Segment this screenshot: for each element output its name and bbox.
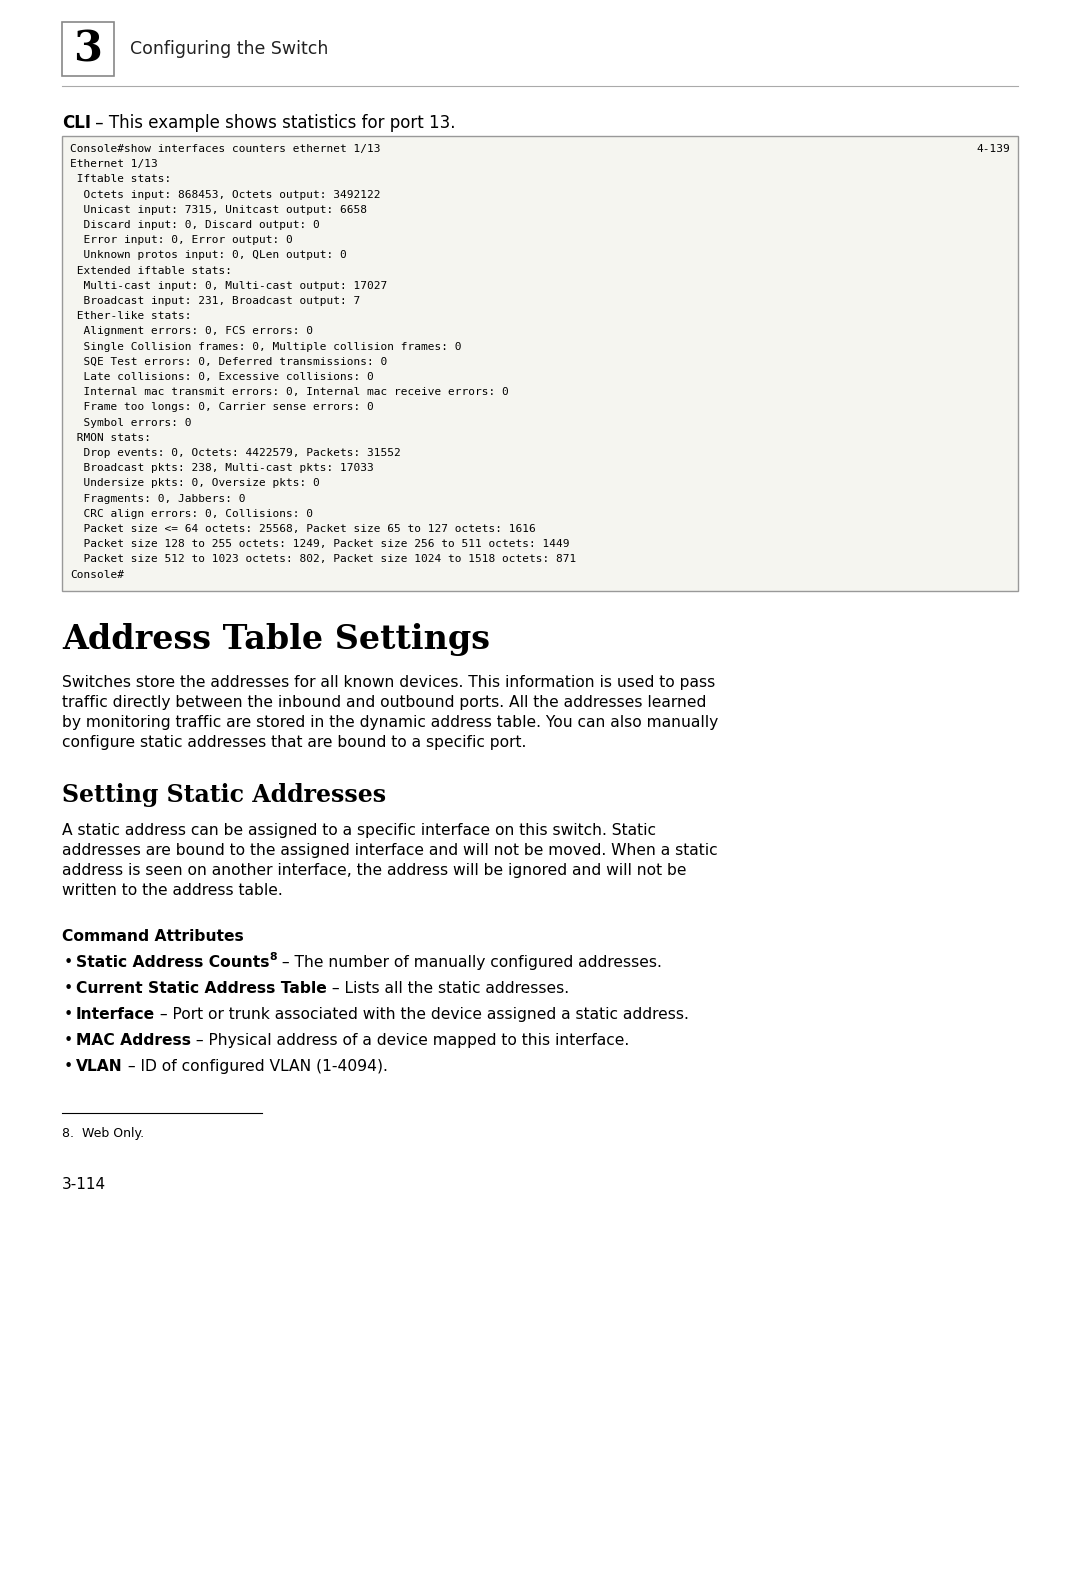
Text: 8: 8 bbox=[270, 951, 276, 962]
Text: Ether-like stats:: Ether-like stats: bbox=[70, 311, 191, 322]
Text: Alignment errors: 0, FCS errors: 0: Alignment errors: 0, FCS errors: 0 bbox=[70, 327, 313, 336]
Text: Frame too longs: 0, Carrier sense errors: 0: Frame too longs: 0, Carrier sense errors… bbox=[70, 402, 374, 413]
Text: Fragments: 0, Jabbers: 0: Fragments: 0, Jabbers: 0 bbox=[70, 493, 245, 504]
Text: Error input: 0, Error output: 0: Error input: 0, Error output: 0 bbox=[70, 236, 293, 245]
Text: Unicast input: 7315, Unitcast output: 6658: Unicast input: 7315, Unitcast output: 66… bbox=[70, 204, 367, 215]
Text: traffic directly between the inbound and outbound ports. All the addresses learn: traffic directly between the inbound and… bbox=[62, 696, 706, 710]
Text: written to the address table.: written to the address table. bbox=[62, 882, 283, 898]
Text: RMON stats:: RMON stats: bbox=[70, 433, 151, 443]
Text: Current Static Address Table: Current Static Address Table bbox=[76, 981, 327, 995]
Text: Packet size 512 to 1023 octets: 802, Packet size 1024 to 1518 octets: 871: Packet size 512 to 1023 octets: 802, Pac… bbox=[70, 554, 577, 564]
Text: Setting Static Addresses: Setting Static Addresses bbox=[62, 783, 387, 807]
Text: – This example shows statistics for port 13.: – This example shows statistics for port… bbox=[90, 115, 456, 132]
Text: •: • bbox=[64, 1006, 73, 1022]
Text: Multi-cast input: 0, Multi-cast output: 17027: Multi-cast input: 0, Multi-cast output: … bbox=[70, 281, 388, 290]
Text: Console#: Console# bbox=[70, 570, 124, 579]
Text: MAC Address: MAC Address bbox=[76, 1033, 191, 1047]
Text: – Physical address of a device mapped to this interface.: – Physical address of a device mapped to… bbox=[191, 1033, 630, 1047]
Text: Packet size 128 to 255 octets: 1249, Packet size 256 to 511 octets: 1449: Packet size 128 to 255 octets: 1249, Pac… bbox=[70, 539, 569, 549]
Text: addresses are bound to the assigned interface and will not be moved. When a stat: addresses are bound to the assigned inte… bbox=[62, 843, 717, 857]
Text: A static address can be assigned to a specific interface on this switch. Static: A static address can be assigned to a sp… bbox=[62, 823, 656, 838]
Text: Single Collision frames: 0, Multiple collision frames: 0: Single Collision frames: 0, Multiple col… bbox=[70, 342, 461, 352]
Text: 8.  Web Only.: 8. Web Only. bbox=[62, 1127, 144, 1140]
Text: – Port or trunk associated with the device assigned a static address.: – Port or trunk associated with the devi… bbox=[156, 1006, 689, 1022]
Text: Broadcast input: 231, Broadcast output: 7: Broadcast input: 231, Broadcast output: … bbox=[70, 297, 361, 306]
Text: Octets input: 868453, Octets output: 3492122: Octets input: 868453, Octets output: 349… bbox=[70, 190, 380, 199]
Text: – ID of configured VLAN (1-4094).: – ID of configured VLAN (1-4094). bbox=[123, 1058, 388, 1074]
Text: Configuring the Switch: Configuring the Switch bbox=[130, 39, 328, 58]
Text: Address Table Settings: Address Table Settings bbox=[62, 623, 490, 656]
Text: Broadcast pkts: 238, Multi-cast pkts: 17033: Broadcast pkts: 238, Multi-cast pkts: 17… bbox=[70, 463, 374, 473]
Text: Switches store the addresses for all known devices. This information is used to : Switches store the addresses for all kno… bbox=[62, 675, 715, 689]
Text: address is seen on another interface, the address will be ignored and will not b: address is seen on another interface, th… bbox=[62, 864, 687, 878]
Text: Iftable stats:: Iftable stats: bbox=[70, 174, 172, 184]
Text: Symbol errors: 0: Symbol errors: 0 bbox=[70, 418, 191, 427]
Text: CLI: CLI bbox=[62, 115, 91, 132]
Text: 3: 3 bbox=[73, 28, 103, 71]
Text: Interface: Interface bbox=[76, 1006, 156, 1022]
Text: by monitoring traffic are stored in the dynamic address table. You can also manu: by monitoring traffic are stored in the … bbox=[62, 714, 718, 730]
Text: VLAN: VLAN bbox=[76, 1058, 123, 1074]
Text: 4-139: 4-139 bbox=[976, 144, 1010, 154]
Text: – The number of manually configured addresses.: – The number of manually configured addr… bbox=[276, 955, 662, 970]
Text: •: • bbox=[64, 1058, 73, 1074]
Text: Command Attributes: Command Attributes bbox=[62, 929, 244, 944]
Text: CRC align errors: 0, Collisions: 0: CRC align errors: 0, Collisions: 0 bbox=[70, 509, 313, 518]
Text: – Lists all the static addresses.: – Lists all the static addresses. bbox=[327, 981, 569, 995]
Text: Ethernet 1/13: Ethernet 1/13 bbox=[70, 159, 158, 170]
Text: SQE Test errors: 0, Deferred transmissions: 0: SQE Test errors: 0, Deferred transmissio… bbox=[70, 356, 388, 367]
Text: Static Address Counts: Static Address Counts bbox=[76, 955, 270, 970]
Text: Packet size <= 64 octets: 25568, Packet size 65 to 127 octets: 1616: Packet size <= 64 octets: 25568, Packet … bbox=[70, 524, 536, 534]
Text: •: • bbox=[64, 1033, 73, 1047]
Bar bbox=[62, 137, 1018, 590]
Text: Internal mac transmit errors: 0, Internal mac receive errors: 0: Internal mac transmit errors: 0, Interna… bbox=[70, 388, 509, 397]
Text: Drop events: 0, Octets: 4422579, Packets: 31552: Drop events: 0, Octets: 4422579, Packets… bbox=[70, 447, 401, 458]
Text: Unknown protos input: 0, QLen output: 0: Unknown protos input: 0, QLen output: 0 bbox=[70, 250, 347, 261]
Text: Console#show interfaces counters ethernet 1/13: Console#show interfaces counters etherne… bbox=[70, 144, 380, 154]
Text: •: • bbox=[64, 981, 73, 995]
Bar bbox=[62, 22, 114, 75]
Text: Undersize pkts: 0, Oversize pkts: 0: Undersize pkts: 0, Oversize pkts: 0 bbox=[70, 479, 320, 488]
Text: Extended iftable stats:: Extended iftable stats: bbox=[70, 265, 232, 276]
Text: Late collisions: 0, Excessive collisions: 0: Late collisions: 0, Excessive collisions… bbox=[70, 372, 374, 382]
Text: Discard input: 0, Discard output: 0: Discard input: 0, Discard output: 0 bbox=[70, 220, 320, 229]
Text: 3-114: 3-114 bbox=[62, 1178, 106, 1192]
Text: configure static addresses that are bound to a specific port.: configure static addresses that are boun… bbox=[62, 735, 526, 750]
Text: •: • bbox=[64, 955, 73, 970]
